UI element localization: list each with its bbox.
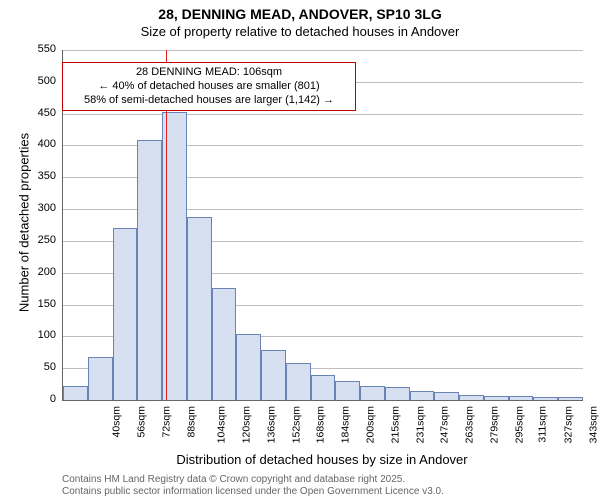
- footer-line1: Contains HM Land Registry data © Crown c…: [62, 474, 405, 485]
- bar: [311, 375, 336, 400]
- y-tick-label: 450: [24, 107, 56, 119]
- x-tick-label: 327sqm: [562, 406, 574, 443]
- bar: [558, 397, 583, 400]
- x-tick-label: 184sqm: [340, 406, 352, 443]
- callout-line1: 28 DENNING MEAD: 106sqm: [69, 66, 349, 80]
- bar: [261, 350, 286, 400]
- chart-title-line2: Size of property relative to detached ho…: [0, 24, 600, 39]
- bar: [88, 357, 113, 400]
- footer-line2: Contains public sector information licen…: [62, 486, 444, 497]
- bar: [335, 381, 360, 400]
- y-tick-label: 100: [24, 329, 56, 341]
- bar: [459, 395, 484, 400]
- y-tick-label: 550: [24, 43, 56, 55]
- bar: [484, 396, 509, 400]
- callout-box: 28 DENNING MEAD: 106sqm ← 40% of detache…: [62, 62, 356, 111]
- y-tick-label: 500: [24, 75, 56, 87]
- y-tick-label: 50: [24, 361, 56, 373]
- bar: [410, 391, 435, 400]
- bar: [509, 396, 534, 400]
- x-tick-label: 263sqm: [463, 406, 475, 443]
- y-tick-label: 400: [24, 138, 56, 150]
- gridline: [63, 114, 583, 115]
- bar: [385, 387, 410, 400]
- x-tick-label: 343sqm: [587, 406, 599, 443]
- y-tick-label: 0: [24, 393, 56, 405]
- x-tick-label: 215sqm: [389, 406, 401, 443]
- bar: [63, 386, 88, 400]
- y-tick-label: 150: [24, 298, 56, 310]
- x-tick-label: 200sqm: [364, 406, 376, 443]
- y-tick-label: 200: [24, 266, 56, 278]
- x-tick-label: 279sqm: [488, 406, 500, 443]
- bar: [286, 363, 311, 400]
- y-tick-label: 350: [24, 170, 56, 182]
- bar: [212, 288, 237, 400]
- x-tick-label: 295sqm: [513, 406, 525, 443]
- x-tick-label: 104sqm: [216, 406, 228, 443]
- bar: [434, 392, 459, 400]
- x-axis-label: Distribution of detached houses by size …: [62, 452, 582, 467]
- x-tick-label: 136sqm: [265, 406, 277, 443]
- chart-container: 28, DENNING MEAD, ANDOVER, SP10 3LG Size…: [0, 0, 600, 500]
- bar: [236, 334, 261, 400]
- x-tick-label: 152sqm: [290, 406, 302, 443]
- chart-title-line1: 28, DENNING MEAD, ANDOVER, SP10 3LG: [0, 6, 600, 22]
- bar: [533, 397, 558, 400]
- y-tick-label: 300: [24, 202, 56, 214]
- callout-line3: 58% of semi-detached houses are larger (…: [69, 94, 349, 108]
- x-tick-label: 40sqm: [111, 406, 123, 438]
- y-axis-label: Number of detached properties: [17, 123, 32, 323]
- x-tick-label: 231sqm: [414, 406, 426, 443]
- callout-line2: ← 40% of detached houses are smaller (80…: [69, 80, 349, 94]
- bar: [360, 386, 385, 400]
- x-tick-label: 168sqm: [315, 406, 327, 443]
- bar: [137, 140, 162, 400]
- x-tick-label: 311sqm: [537, 406, 549, 443]
- x-tick-label: 88sqm: [185, 406, 197, 438]
- x-tick-label: 247sqm: [439, 406, 451, 443]
- bar: [187, 217, 212, 400]
- x-tick-label: 72sqm: [160, 406, 172, 438]
- bar: [113, 228, 138, 400]
- gridline: [63, 50, 583, 51]
- x-tick-label: 120sqm: [241, 406, 253, 443]
- x-tick-label: 56sqm: [136, 406, 148, 438]
- y-tick-label: 250: [24, 234, 56, 246]
